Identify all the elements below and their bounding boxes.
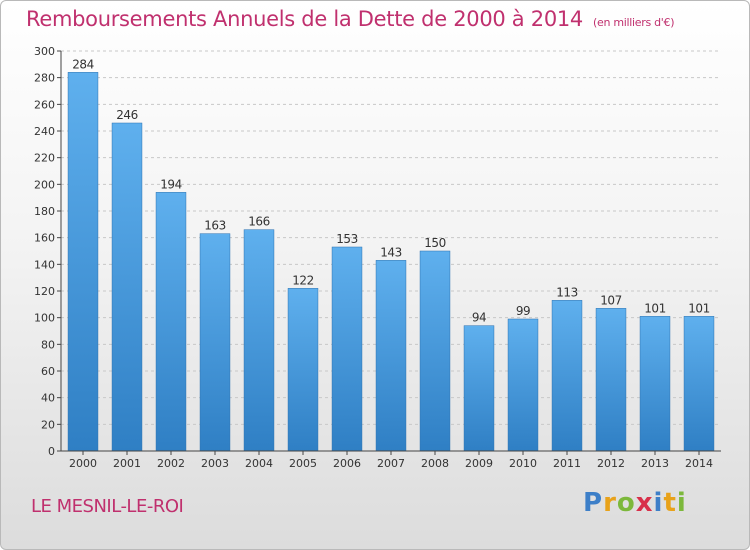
bar-2013: [639, 316, 671, 452]
y-tick-label: 20: [41, 418, 55, 431]
bar-2011: [551, 300, 583, 452]
data-label-2001: 246: [116, 108, 137, 122]
data-label-2005: 122: [292, 273, 313, 287]
y-tick-label: 160: [34, 232, 55, 245]
data-label-2009: 94: [472, 311, 486, 325]
location-label: LE MESNIL-LE-ROI: [31, 496, 184, 517]
data-label-2010: 99: [516, 304, 530, 318]
data-label-2014: 101: [688, 301, 709, 315]
y-tick-label: 120: [34, 285, 55, 298]
x-tick-label-2005: 2005: [289, 457, 317, 470]
data-label-2013: 101: [644, 301, 665, 315]
y-axis: 0 20 40 60 80 100 120 140 160 180 200 220 240 260 280 3…: [34, 45, 62, 458]
proxiti-logo[interactable]: Proxiti: [583, 488, 687, 518]
chart-title-text: Remboursements Annuels de la Dette de 20…: [26, 7, 583, 31]
y-tick-label: 240: [34, 125, 55, 138]
data-label-2007: 143: [380, 245, 401, 259]
bar-2000: [67, 72, 99, 452]
bar-2005: [287, 288, 319, 452]
y-tick-label: 280: [34, 72, 55, 85]
x-tick-label-2009: 2009: [465, 457, 493, 470]
y-tick-label: 220: [34, 152, 55, 165]
x-tick-label-2003: 2003: [201, 457, 229, 470]
x-tick-label-2013: 2013: [641, 457, 669, 470]
x-tick-label-2002: 2002: [157, 457, 185, 470]
x-tick-label-2007: 2007: [377, 457, 405, 470]
bar-2004: [243, 229, 275, 452]
bar-2003: [199, 233, 231, 452]
chart-title: Remboursements Annuels de la Dette de 20…: [26, 7, 674, 31]
y-tick-label: 260: [34, 98, 55, 111]
bar-2009: [463, 325, 495, 452]
data-label-2012: 107: [600, 293, 621, 307]
bar-2010: [507, 318, 539, 452]
x-tick-label-2008: 2008: [421, 457, 449, 470]
data-label-2002: 194: [160, 177, 181, 191]
chart-subtitle: (en milliers d'€): [593, 16, 675, 29]
x-tick-label-2004: 2004: [245, 457, 273, 470]
x-tick-label-2006: 2006: [333, 457, 361, 470]
bar-2002: [155, 192, 187, 452]
x-axis: 2000 2001 2002 2003 2004 2005 2006 2007 2008 2009…: [61, 450, 721, 470]
data-label-2000: 284: [72, 57, 93, 71]
bar-2008: [419, 250, 451, 452]
y-tick-label: 200: [34, 178, 55, 191]
bar-2012: [595, 308, 627, 452]
x-tick-label-2011: 2011: [553, 457, 581, 470]
data-label-2008: 150: [424, 236, 445, 250]
data-label-2003: 163: [204, 219, 225, 233]
x-tick-label-2001: 2001: [113, 457, 141, 470]
y-tick-label: 60: [41, 365, 55, 378]
x-tick-label-2000: 2000: [69, 457, 97, 470]
x-tick-label-2010: 2010: [509, 457, 537, 470]
bars: 284 246 194 163 166 122 153 143 150 94 99 113 107 101…: [67, 57, 715, 452]
y-tick-label: 80: [41, 338, 55, 351]
bar-2006: [331, 246, 363, 452]
bar-2001: [111, 122, 143, 452]
x-tick-label-2012: 2012: [597, 457, 625, 470]
data-label-2011: 113: [556, 285, 577, 299]
y-tick-label: 100: [34, 312, 55, 325]
y-tick-label: 300: [34, 45, 55, 58]
y-tick-label: 140: [34, 258, 55, 271]
bar-2014: [683, 316, 715, 452]
y-tick-label: 40: [41, 392, 55, 405]
data-label-2006: 153: [336, 232, 357, 246]
x-tick-label-2014: 2014: [685, 457, 713, 470]
data-label-2004: 166: [248, 215, 269, 229]
bar-2007: [375, 260, 407, 452]
y-tick-label: 180: [34, 205, 55, 218]
y-tick-label: 0: [48, 445, 55, 458]
